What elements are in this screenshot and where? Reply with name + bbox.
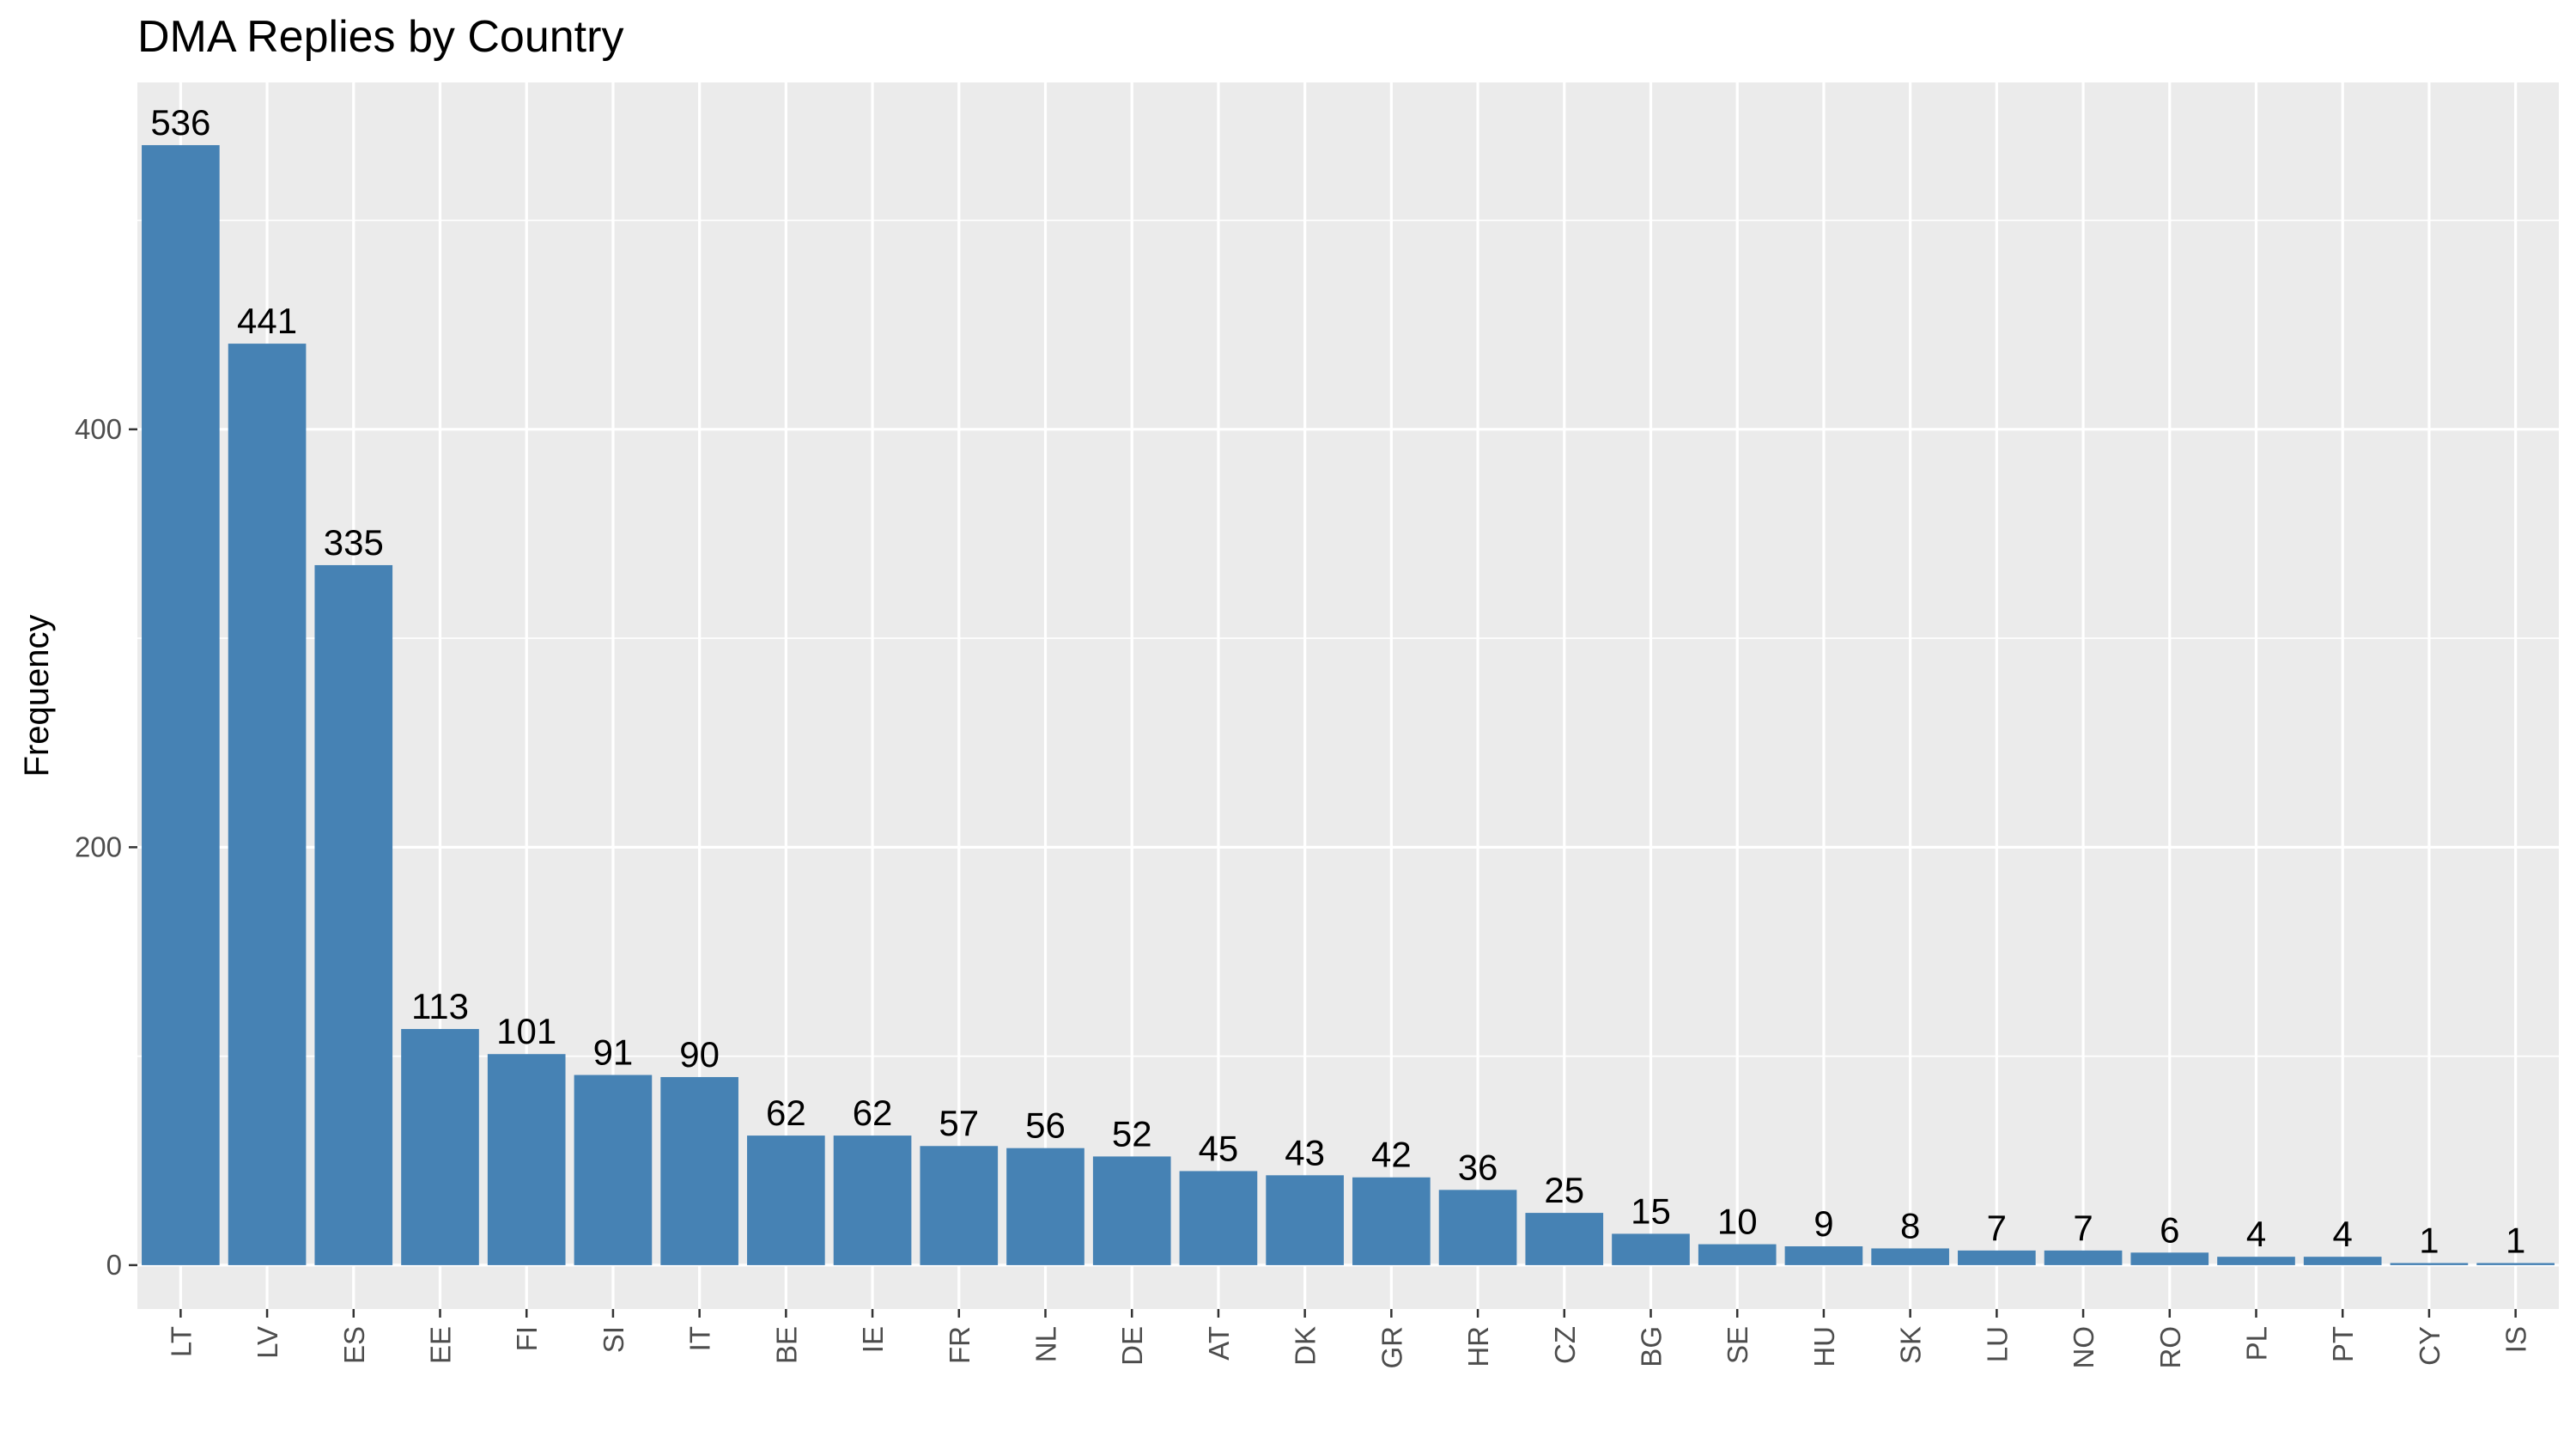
bar xyxy=(1092,1156,1171,1265)
x-tick-label: NO xyxy=(2068,1326,2099,1369)
data-label: 1 xyxy=(2419,1220,2439,1260)
data-label: 15 xyxy=(1631,1190,1671,1231)
chart-title: DMA Replies by Country xyxy=(137,12,623,62)
bar xyxy=(660,1076,738,1265)
bar xyxy=(2130,1252,2209,1265)
data-label: 113 xyxy=(411,986,469,1026)
data-label: 62 xyxy=(853,1093,893,1133)
bar xyxy=(1006,1148,1084,1265)
data-label: 57 xyxy=(939,1103,979,1143)
x-tick-label: BG xyxy=(1636,1326,1668,1367)
x-tick-label: LT xyxy=(165,1326,197,1357)
data-label: 4 xyxy=(2333,1214,2353,1254)
x-tick-label: PT xyxy=(2327,1326,2359,1362)
x-tick-label: DE xyxy=(1116,1326,1148,1366)
x-tick-label: IE xyxy=(857,1326,889,1353)
bar xyxy=(401,1029,479,1265)
y-tick-label: 400 xyxy=(75,413,122,445)
bar xyxy=(1266,1175,1344,1265)
x-tick-label: IT xyxy=(684,1326,716,1351)
bar xyxy=(747,1136,825,1265)
bar xyxy=(574,1075,653,1265)
bar xyxy=(487,1054,566,1265)
data-label: 52 xyxy=(1112,1113,1152,1154)
x-tick-label: LU xyxy=(1981,1326,2013,1362)
x-tick-label: HU xyxy=(1808,1326,1840,1367)
data-label: 36 xyxy=(1458,1147,1498,1187)
bar xyxy=(1525,1213,1604,1265)
bar xyxy=(1871,1248,1949,1265)
bar xyxy=(833,1136,912,1265)
y-axis: 0 200 400 xyxy=(75,413,137,1281)
x-tick-label: GR xyxy=(1376,1326,1407,1369)
data-label: 335 xyxy=(324,522,384,563)
data-label: 10 xyxy=(1717,1202,1758,1242)
bar xyxy=(2390,1263,2469,1265)
bar xyxy=(1438,1190,1517,1265)
bar xyxy=(2217,1257,2295,1265)
data-label: 6 xyxy=(2160,1209,2179,1250)
x-axis: LT LV ES EE FI SI IT BE IE FR NL DE AT DK GR HR CZ BG SE HU… xyxy=(165,1309,2532,1369)
data-label: 7 xyxy=(2073,1208,2093,1248)
bar xyxy=(1352,1177,1431,1265)
data-label: 56 xyxy=(1025,1105,1066,1146)
bar xyxy=(1958,1250,2036,1265)
x-tick-label: IS xyxy=(2500,1326,2532,1353)
bar xyxy=(920,1146,999,1265)
data-label: 4 xyxy=(2246,1214,2266,1254)
x-tick-label: FR xyxy=(944,1326,975,1364)
data-label: 8 xyxy=(1900,1205,1920,1245)
x-tick-label: SI xyxy=(598,1326,629,1353)
x-tick-label: FI xyxy=(511,1326,543,1351)
bar xyxy=(1784,1246,1863,1265)
y-tick-label: 200 xyxy=(75,831,122,862)
x-tick-label: EE xyxy=(425,1326,457,1364)
bar xyxy=(2476,1263,2555,1265)
data-label: 62 xyxy=(766,1093,806,1133)
bar xyxy=(1698,1244,1777,1265)
data-label: 42 xyxy=(1371,1135,1412,1175)
data-label: 90 xyxy=(679,1034,720,1075)
bar xyxy=(228,344,307,1265)
bar xyxy=(314,564,393,1265)
x-tick-label: SE xyxy=(1722,1326,1753,1364)
data-label: 91 xyxy=(593,1032,634,1073)
data-label: 101 xyxy=(496,1011,556,1051)
y-axis-label: Frequency xyxy=(18,615,56,777)
x-tick-label: NL xyxy=(1030,1326,1062,1362)
bar xyxy=(2044,1250,2123,1265)
data-label: 43 xyxy=(1285,1132,1325,1172)
bars xyxy=(142,144,2555,1265)
data-label: 536 xyxy=(150,102,210,143)
x-tick-label: SK xyxy=(1895,1326,1927,1364)
bar xyxy=(2303,1257,2382,1265)
x-tick-label: CZ xyxy=(1549,1326,1581,1364)
x-tick-label: CY xyxy=(2414,1326,2445,1366)
x-tick-label: LV xyxy=(252,1326,283,1359)
x-tick-label: PL xyxy=(2241,1326,2273,1361)
x-tick-label: RO xyxy=(2154,1326,2186,1369)
x-tick-label: HR xyxy=(1462,1326,1494,1367)
x-tick-label: AT xyxy=(1203,1326,1235,1361)
data-label: 25 xyxy=(1544,1170,1584,1210)
x-tick-label: DK xyxy=(1290,1326,1321,1366)
data-label: 9 xyxy=(1814,1203,1833,1244)
y-tick-label: 0 xyxy=(106,1249,122,1281)
data-label: 7 xyxy=(1987,1208,2007,1248)
bar xyxy=(1612,1233,1690,1265)
bar xyxy=(1179,1171,1258,1265)
x-tick-label: BE xyxy=(770,1326,802,1364)
data-label: 45 xyxy=(1199,1128,1239,1168)
bar xyxy=(142,144,220,1265)
x-tick-label: ES xyxy=(338,1326,370,1364)
data-label: 1 xyxy=(2506,1220,2525,1260)
data-label: 441 xyxy=(237,301,297,341)
